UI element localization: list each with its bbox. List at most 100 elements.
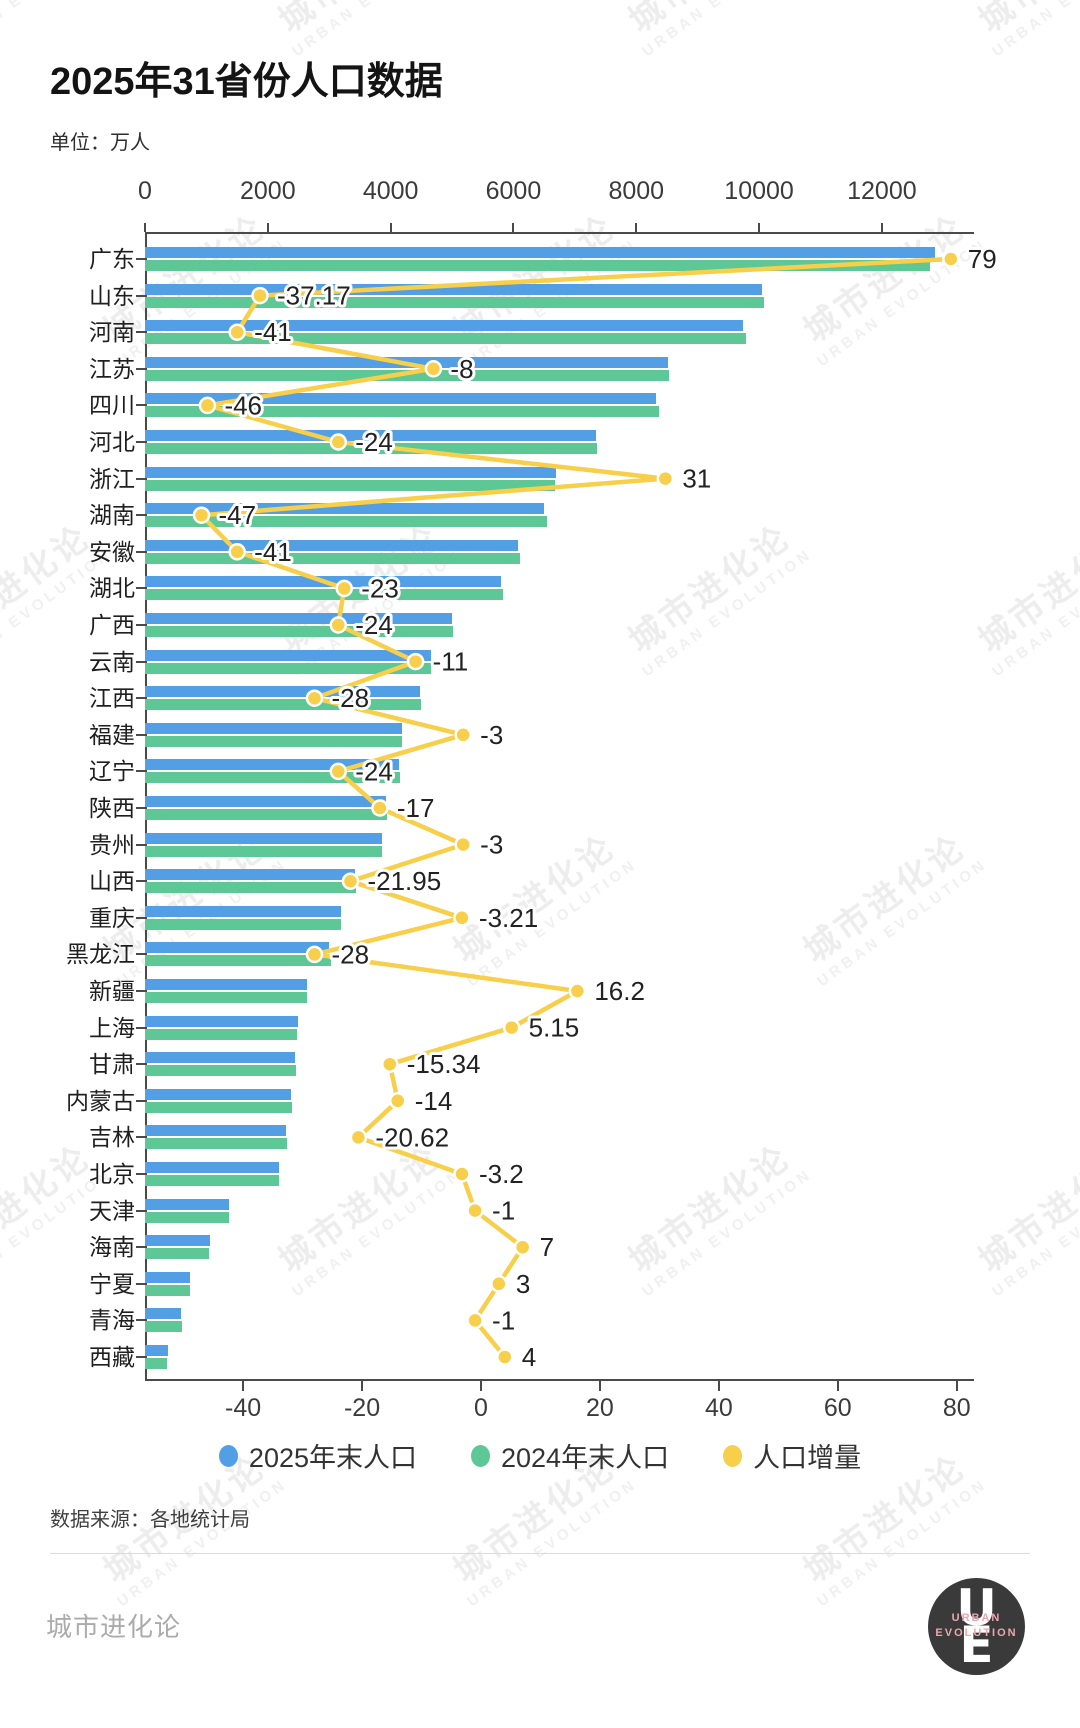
category-tick [136, 624, 145, 626]
bar-2024 [145, 260, 930, 271]
bar-2025 [145, 1088, 292, 1100]
top-axis-tick-label: 6000 [485, 177, 542, 205]
increment-point [305, 945, 324, 964]
increment-point [371, 799, 389, 817]
increment-value-label: 4 [522, 1342, 536, 1372]
increment-polyline [199, 256, 954, 1360]
increment-point [335, 579, 353, 598]
bar-2024 [145, 772, 401, 784]
bar-2024 [145, 735, 403, 747]
increment-point [198, 396, 217, 415]
bar-2025 [145, 247, 935, 258]
increment-value-label: -41 [254, 317, 292, 347]
bar-2025 [145, 1235, 210, 1247]
logo-word-urban: URBAN [951, 1611, 1002, 1624]
top-axis-tick [144, 223, 146, 232]
bar-2024 [145, 1321, 182, 1333]
increment-point [453, 1165, 471, 1183]
increment-point [656, 469, 675, 488]
increment-point [251, 286, 269, 305]
bar-2025 [145, 759, 399, 771]
bar-2024 [145, 809, 388, 820]
bar-2024 [145, 1284, 190, 1296]
category-tick [136, 404, 145, 407]
increment-value-label: -3 [480, 720, 503, 750]
category-tick [136, 1136, 145, 1139]
increment-point [942, 250, 960, 268]
category-tick [136, 990, 145, 992]
increment-point [568, 982, 587, 1000]
category-label: 黑龙江 [66, 941, 135, 968]
bar-2024 [145, 918, 341, 930]
increment-value-label: -1 [492, 1196, 515, 1226]
increment-point [329, 616, 348, 634]
category-tick [136, 1246, 145, 1249]
bottom-axis-tick [361, 1381, 364, 1391]
bar-2025 [145, 905, 341, 917]
bottom-axis-tick [955, 1381, 958, 1391]
bar-2024 [145, 552, 521, 564]
increment-value-label: -23 [361, 573, 399, 603]
increment-value-label: 3 [516, 1269, 530, 1299]
bar-2024 [145, 1065, 296, 1077]
category-tick [136, 1173, 145, 1175]
category-tick [136, 587, 145, 590]
bar-2024 [145, 1175, 280, 1186]
category-label: 辽宁 [89, 758, 135, 785]
increment-value-label: 7 [540, 1232, 554, 1262]
category-tick [136, 514, 145, 517]
category-label: 上海 [89, 1014, 135, 1041]
bottom-axis-tick-label: 20 [586, 1394, 614, 1422]
top-axis-tick-label: 8000 [608, 177, 665, 205]
bar-2025 [145, 393, 656, 405]
bottom-axis-line [145, 1379, 974, 1381]
category-label: 四川 [89, 392, 135, 419]
increment-value-label: -14 [415, 1086, 453, 1116]
bar-2024 [145, 1211, 229, 1223]
increment-value-label: -24 [355, 427, 393, 457]
bar-2025 [145, 283, 762, 295]
bar-2024 [145, 479, 555, 491]
category-label: 河北 [89, 429, 135, 455]
bar-2024 [145, 1358, 168, 1369]
increment-point [349, 1128, 368, 1147]
bar-2024 [145, 1028, 298, 1040]
category-label: 湖北 [89, 575, 135, 602]
increment-value-label: -24 [355, 610, 393, 640]
category-tick [136, 1282, 145, 1285]
increment-point [502, 1018, 521, 1037]
category-label: 山西 [89, 868, 135, 895]
category-tick [136, 294, 145, 297]
bar-2024 [145, 589, 503, 601]
bar-2025 [145, 1345, 168, 1356]
increment-value-label: -8 [450, 354, 473, 384]
increment-value-label: -37.17 [277, 281, 351, 311]
increment-value-label: -17 [397, 793, 435, 823]
logo-word-evolution: EVOLUTION [935, 1627, 1018, 1640]
category-tick [136, 1356, 145, 1358]
category-label: 浙江 [89, 465, 135, 492]
increment-value-label: -15.34 [407, 1049, 481, 1079]
increment-point [305, 689, 324, 707]
bar-2025 [145, 1271, 191, 1283]
category-tick [136, 477, 145, 480]
increment-value-label: 31 [682, 464, 711, 494]
legend-item-2025: 2025年末人口 [218, 1436, 417, 1475]
increment-point [228, 543, 246, 561]
increment-value-label: -3.2 [479, 1159, 524, 1189]
bar-2024 [145, 626, 454, 637]
top-axis-tick [389, 223, 392, 232]
bar-2024 [145, 1248, 210, 1260]
increment-point [454, 726, 472, 744]
bottom-axis-tick [836, 1381, 839, 1391]
increment-point [496, 1348, 514, 1366]
bar-2025 [145, 503, 544, 515]
category-label: 云南 [89, 648, 135, 675]
increment-line-layer: 79 -37.17 -41 -8 -46 -24 31 -47 -41 -23 -24 -11 -28 -… [192, 241, 1000, 1375]
increment-point [329, 433, 348, 451]
category-label: 北京 [89, 1161, 135, 1187]
data-source-note: 数据来源：各地统计局 [50, 1509, 250, 1531]
legend-item-2024: 2024年末人口 [471, 1436, 669, 1475]
bar-2024 [145, 1138, 288, 1150]
logo-monogram-u: U [956, 1578, 997, 1637]
